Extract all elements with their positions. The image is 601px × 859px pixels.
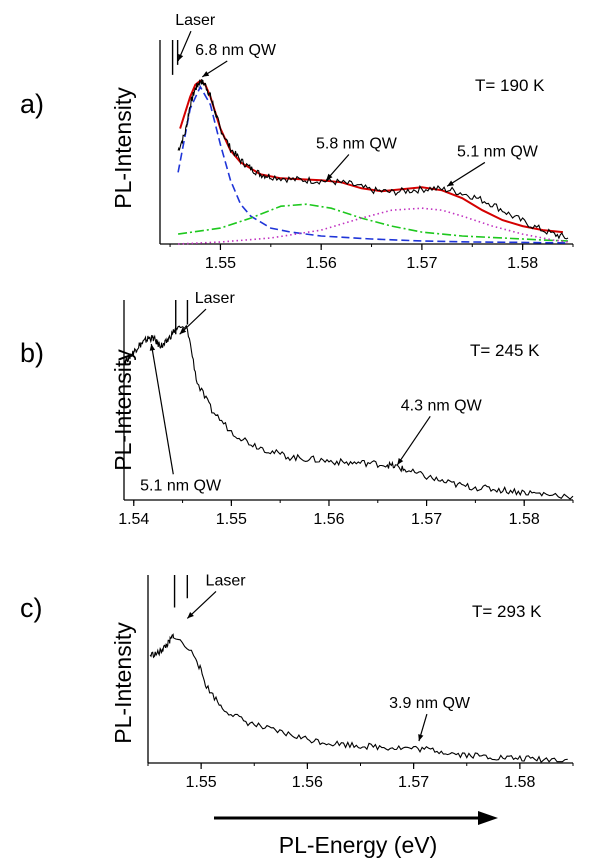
measured-spectrum: [177, 78, 569, 240]
annotation-label: 5.1 nm QW: [457, 143, 539, 160]
annotation-arrowhead: [326, 173, 333, 181]
laser-line: [171, 40, 179, 75]
energy-axis-label: PL-Energy (eV): [279, 832, 438, 858]
annotation-label: Laser: [175, 12, 216, 29]
laser-line: [173, 575, 189, 608]
panel-c-temperature: T= 293 K: [472, 602, 542, 621]
x-tick-label: 1.54: [118, 511, 149, 528]
annotation-label: 3.9 nm QW: [389, 695, 471, 712]
panel-b-label: b): [20, 338, 44, 368]
panel-a-label: a): [20, 89, 44, 119]
annotation-arrowhead: [418, 734, 424, 741]
annotation-label: Laser: [206, 572, 247, 589]
annotation-arrowhead: [447, 180, 454, 187]
panel-b: b) PL-Intensity T= 245 K 1.54 1.55 1.56 1.5…: [20, 290, 574, 528]
measured-spectrum: [123, 324, 574, 500]
x-tick-label: 1.56: [292, 774, 323, 791]
annotation-arrowhead: [179, 327, 187, 335]
panel-a: a) PL-Intensity T= 190 K 1.55 1.56 1.57 1.5…: [20, 12, 574, 272]
x-tick-label: 1.55: [186, 774, 217, 791]
annotation-label: 5.1 nm QW: [140, 477, 222, 494]
panel-a-ylabel: PL-Intensity: [110, 87, 136, 209]
x-tick-label: 1.56: [306, 255, 337, 272]
annotation-label: 4.3 nm QW: [401, 397, 483, 414]
x-tick-label: 1.58: [504, 774, 535, 791]
annotation-label: 6.8 nm QW: [195, 42, 277, 59]
annotation-arrow: [186, 591, 217, 619]
annotation-arrow: [396, 415, 431, 466]
panel-b-plot: 1.54 1.55 1.56 1.57 1.58 Laser 5.1 nm QW 4.3 nm…: [118, 290, 574, 528]
energy-axis-arrow: [214, 811, 498, 825]
annotation-arrowhead: [202, 71, 210, 77]
x-tick-label: 1.55: [205, 255, 236, 272]
x-tick-label: 1.57: [406, 255, 437, 272]
x-tick-label: 1.58: [507, 255, 538, 272]
panel-a-temperature: T= 190 K: [475, 76, 545, 95]
panel-c-ylabel: PL-Intensity: [110, 622, 136, 744]
annotation-label: 5.8 nm QW: [316, 135, 398, 152]
panel-c-plot: 1.55 1.56 1.57 1.58 Laser 3.9 nm QW: [147, 572, 574, 791]
panel-a-plot: 1.55 1.56 1.57 1.58 Laser 6.8 nm QW 5.8 nm QW 5…: [159, 12, 574, 272]
annotation-arrowhead: [178, 53, 184, 61]
panel-c: c) PL-Intensity T= 293 K 1.55 1.56 1.57 1.5…: [20, 572, 574, 791]
x-tick-label: 1.57: [398, 774, 429, 791]
annotation-arrowhead: [187, 612, 194, 619]
fit-curve-dotted: [178, 207, 569, 245]
x-tick-label: 1.56: [313, 511, 344, 528]
measured-spectrum: [149, 633, 568, 764]
x-tick-label: 1.57: [411, 511, 442, 528]
annotation-label: Laser: [195, 290, 236, 307]
x-tick-label: 1.55: [216, 511, 247, 528]
panel-b-temperature: T= 245 K: [470, 341, 540, 360]
annotation-arrowhead: [149, 344, 156, 351]
annotation-arrowhead: [397, 458, 404, 465]
annotation-arrow: [150, 343, 174, 475]
annotation-arrow: [446, 161, 486, 187]
x-tick-label: 1.58: [509, 511, 540, 528]
panel-c-label: c): [20, 593, 43, 623]
panel-b-ylabel: PL-Intensity: [110, 349, 136, 471]
fit-curve-dashed: [177, 85, 569, 244]
